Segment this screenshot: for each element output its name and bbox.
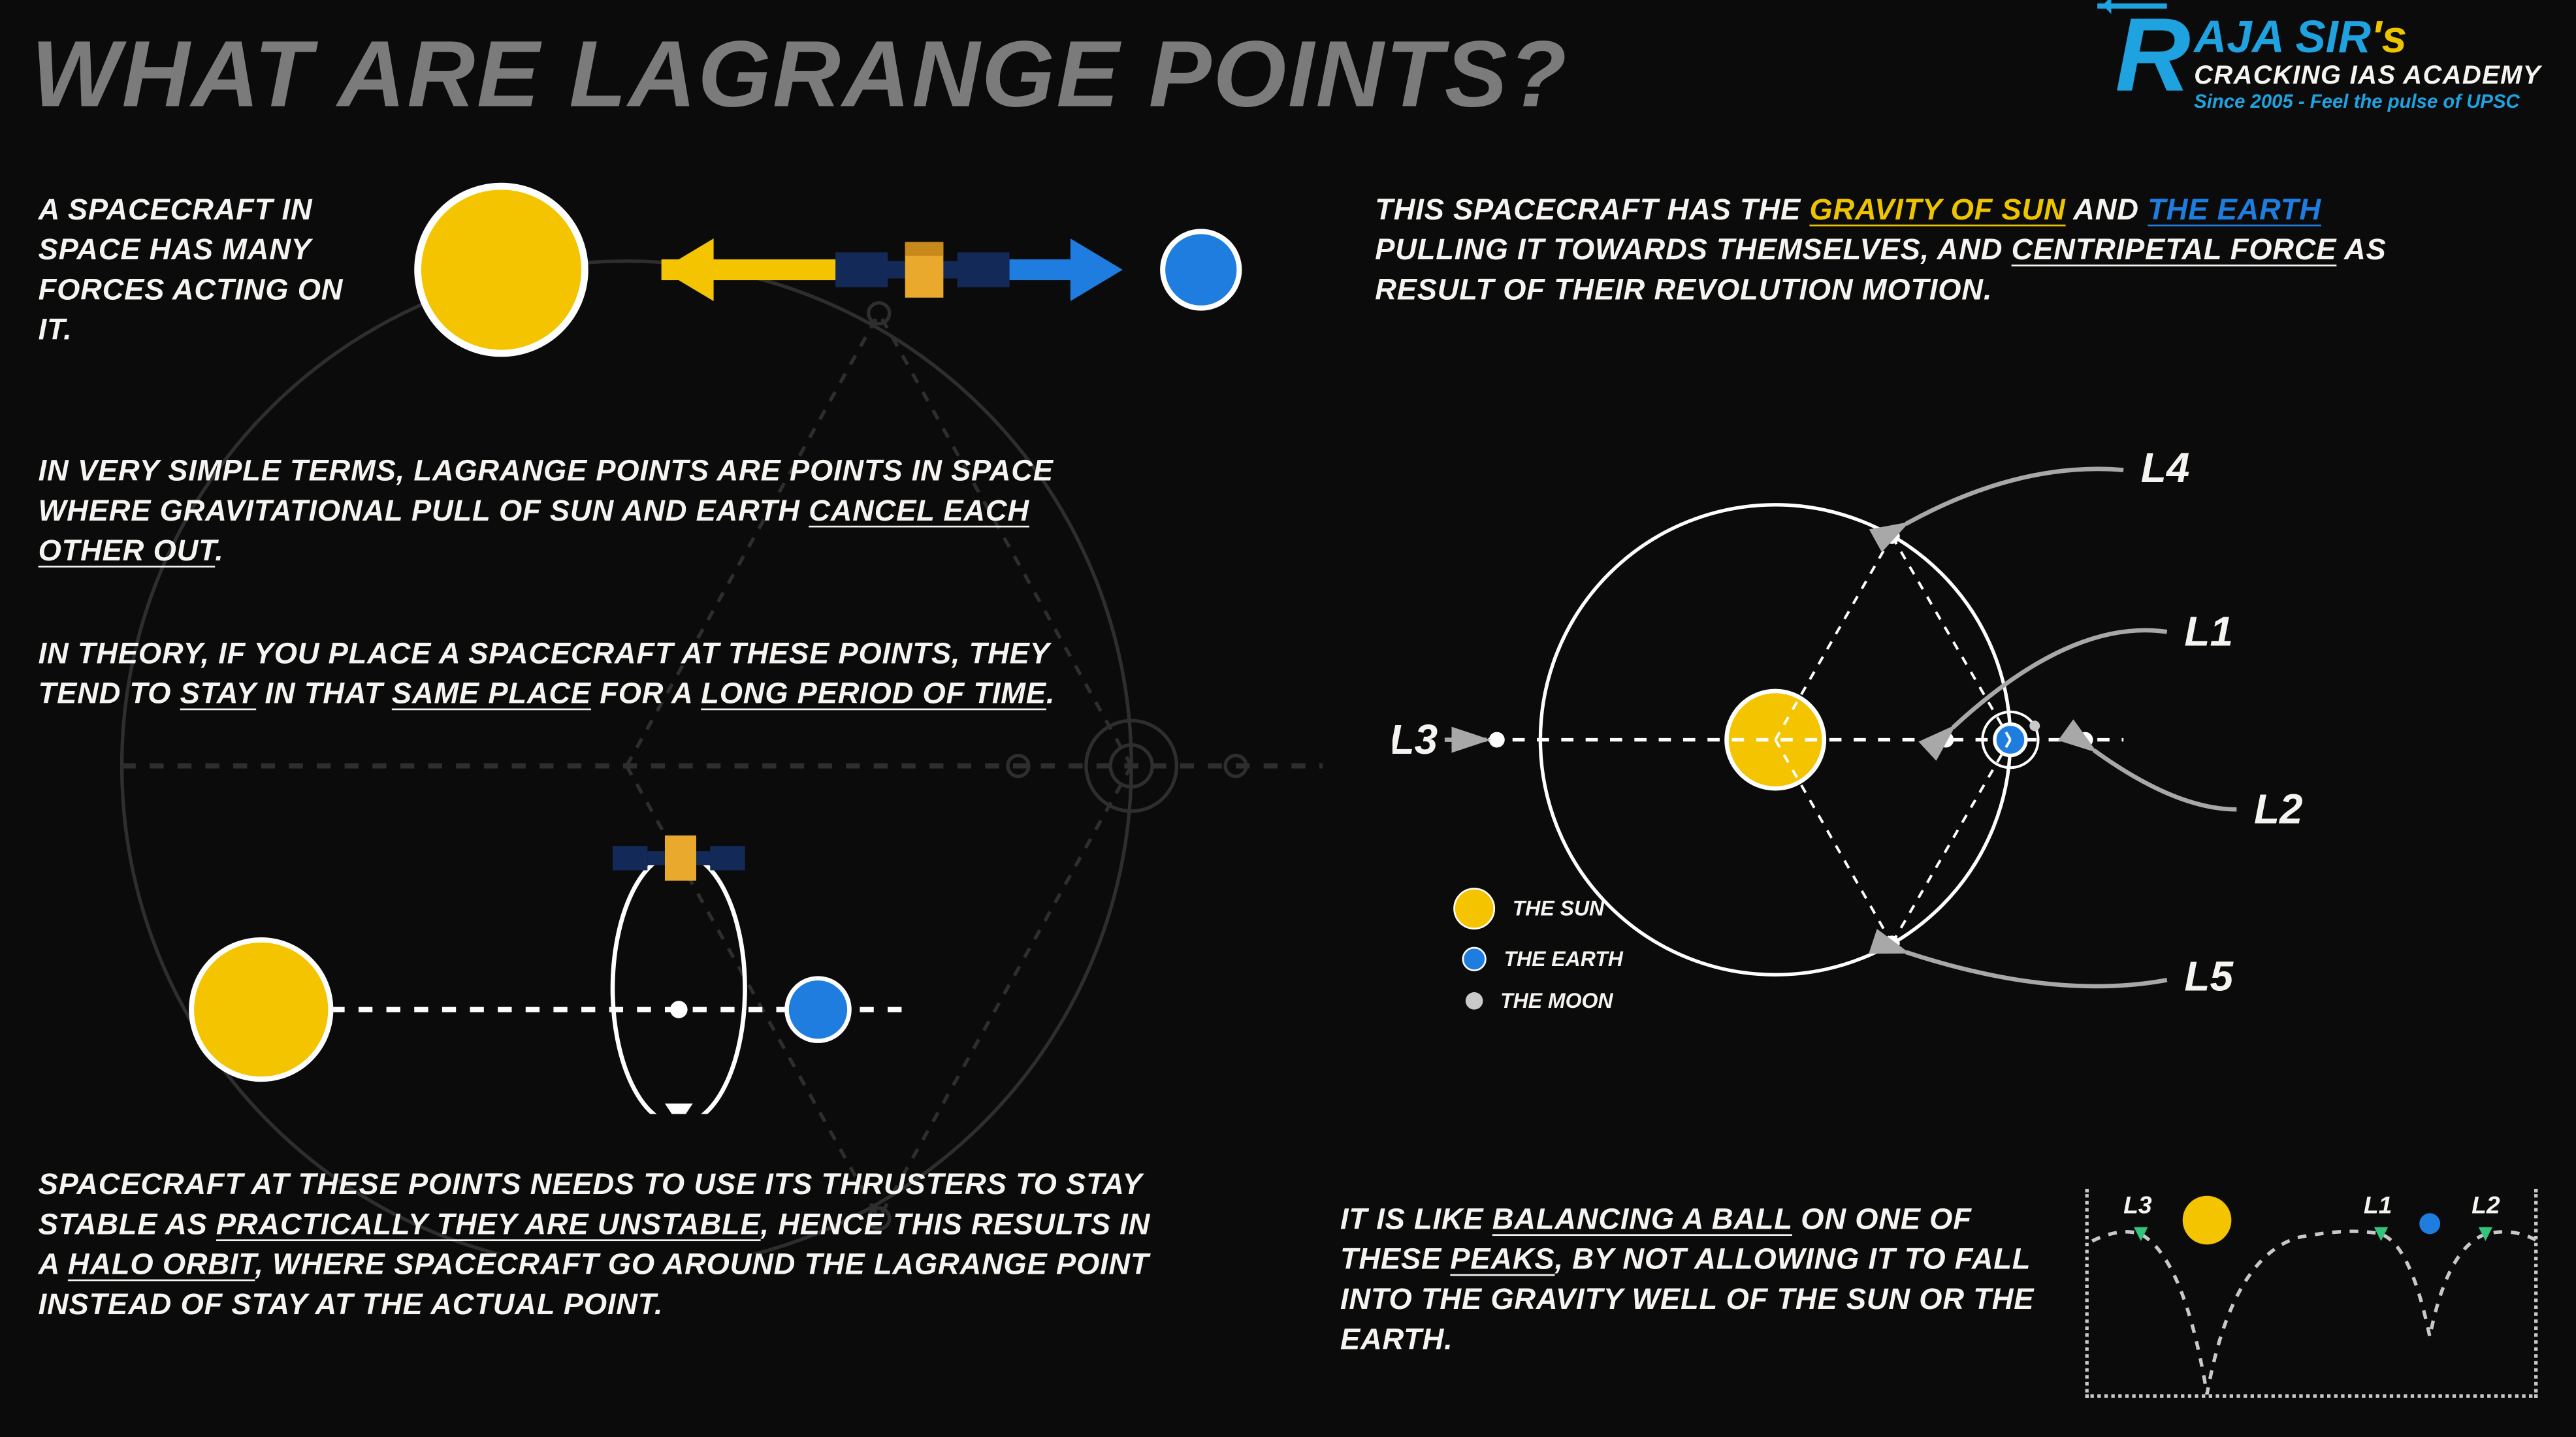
logo-line1a: AJA SIR: [2194, 10, 2371, 63]
halo-orbit-diagram: [122, 818, 1044, 1114]
earth-icon: [1163, 231, 1239, 308]
l2-label: L2: [2254, 785, 2303, 832]
text-cancel-out: IN VERY SIMPLE TERMS, LAGRANGE POINTS AR…: [39, 453, 1083, 572]
logo-r: R: [2115, 14, 2191, 97]
forces-diagram: [366, 165, 1288, 374]
brand-logo: R AJA SIR's CRACKING IAS ACADEMY Since 2…: [2115, 14, 2541, 113]
legend-moon-label: THE MOON: [1500, 989, 1613, 1013]
legend-sun-label: THE SUN: [1513, 896, 1604, 920]
l4-label: L4: [2141, 444, 2190, 491]
moon-icon: [2029, 720, 2040, 731]
logo-line1b: 's: [2371, 10, 2407, 63]
text-forces-intro: A SPACECRAFT IN SPACE HAS MANY FORCES AC…: [39, 191, 369, 351]
earth-icon: [787, 978, 850, 1041]
l1-label: L1: [2184, 608, 2233, 655]
well-l2-label: L2: [2471, 1191, 2500, 1218]
sun-icon: [418, 186, 585, 353]
l5-label: L5: [2184, 952, 2234, 999]
sun-legend-icon: [1453, 888, 1495, 929]
text-stay-in-place: IN THEORY, IF YOU PLACE A SPACECRAFT AT …: [39, 636, 1118, 715]
legend: THE SUN THE EARTH THE MOON: [1453, 888, 1623, 1031]
sun-icon: [2183, 1196, 2232, 1245]
well-l1-label: L1: [2364, 1191, 2392, 1218]
page-title: WHAT ARE LAGRANGE POINTS?: [31, 21, 1568, 129]
text-gravity-forces: THIS SPACECRAFT HAS THE GRAVITY OF SUN A…: [1375, 191, 2419, 311]
gravity-well-diagram: L3 L1 L2: [2085, 1189, 2538, 1398]
moon-legend-icon: [1466, 992, 1483, 1010]
text-balancing-ball: IT IS LIKE BALANCING A BALL ON ONE OF TH…: [1340, 1201, 2054, 1361]
logo-line3: Since 2005 - Feel the pulse of UPSC: [2194, 94, 2541, 113]
l3-label: L3: [1393, 716, 1438, 763]
text-halo-orbit: SPACECRAFT AT THESE POINTS NEEDS TO USE …: [39, 1166, 1153, 1326]
earth-icon: [2419, 1213, 2440, 1234]
earth-legend-icon: [1462, 947, 1486, 971]
halo-orbit-icon: [613, 853, 745, 1114]
satellite-icon: [613, 835, 745, 880]
legend-earth-label: THE EARTH: [1504, 947, 1622, 971]
satellite-icon: [835, 242, 1009, 297]
sun-icon: [191, 940, 330, 1079]
logo-line2: CRACKING IAS ACADEMY: [2194, 63, 2541, 89]
arrow-to-sun-icon: [662, 238, 861, 301]
well-l3-label: L3: [2123, 1191, 2152, 1218]
